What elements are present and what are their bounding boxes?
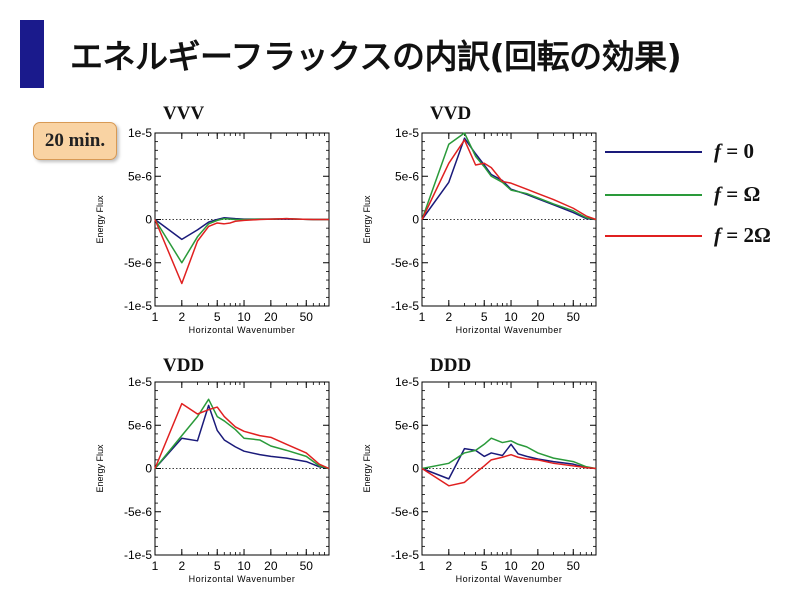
x-tick-label: 10	[504, 310, 518, 324]
panel-title-ddd: DDD	[430, 355, 472, 376]
x-tick-label: 20	[531, 310, 545, 324]
series-line-2	[421, 139, 597, 221]
x-tick-label: 20	[264, 559, 278, 573]
y-tick-label: 1e-5	[395, 375, 419, 389]
series-line-1	[421, 437, 597, 470]
legend-label-f2: f = 2Ω	[714, 223, 771, 247]
legend-item-f0: f = 0	[600, 138, 780, 168]
x-tick-label: 20	[531, 559, 545, 573]
x-tick-label: 2	[178, 559, 185, 573]
series-line-2	[421, 453, 597, 487]
x-tick-label: 5	[481, 559, 488, 573]
panel-title-vdd: VDD	[163, 355, 205, 376]
series-line-2	[154, 217, 329, 285]
panel-title-vvd: VVD	[430, 103, 472, 124]
series-line-1	[154, 217, 329, 264]
x-tick-label: 10	[504, 559, 518, 573]
panel-title-vvv: VVV	[163, 103, 205, 124]
series-line-0	[154, 404, 330, 470]
y-tick-label: -5e-6	[124, 256, 152, 270]
y-tick-label: 1e-5	[395, 126, 419, 140]
y-tick-label: 5e-6	[395, 418, 419, 432]
y-tick-label: 0	[145, 462, 152, 476]
x-tick-label: 5	[481, 310, 488, 324]
x-tick-label: 5	[214, 310, 221, 324]
x-tick-label: 10	[237, 310, 251, 324]
legend-label-f1: f = Ω	[714, 182, 761, 206]
x-tick-label: 10	[237, 559, 251, 573]
series-line-1	[154, 398, 330, 470]
y-tick-label: -1e-5	[391, 548, 419, 562]
x-tick-label: 1	[419, 310, 426, 324]
x-tick-label: 2	[445, 559, 452, 573]
y-tick-label: 5e-6	[128, 418, 152, 432]
x-tick-label: 1	[152, 559, 159, 573]
y-axis-label: Energy Flux	[95, 444, 105, 493]
x-axis-label: Horizontal Wavenumber	[456, 574, 563, 584]
legend-swatch-f2	[605, 235, 702, 237]
y-tick-label: 0	[412, 462, 419, 476]
x-tick-label: 50	[300, 310, 314, 324]
y-tick-label: 0	[145, 213, 152, 227]
y-axis-label: Energy Flux	[362, 195, 372, 244]
y-axis-label: Energy Flux	[95, 195, 105, 244]
x-tick-label: 50	[567, 559, 581, 573]
y-tick-label: -1e-5	[124, 299, 152, 313]
y-tick-label: -5e-6	[391, 505, 419, 519]
legend-label-f0: f = 0	[714, 139, 754, 163]
legend-swatch-f1	[605, 194, 702, 196]
slide-title: エネルギーフラックスの内訳(回転の効果)	[70, 37, 682, 76]
time-badge: 20 min.	[33, 122, 117, 160]
y-tick-label: 5e-6	[128, 169, 152, 183]
x-tick-label: 20	[264, 310, 278, 324]
y-tick-label: -5e-6	[391, 256, 419, 270]
y-tick-label: -5e-6	[124, 505, 152, 519]
x-tick-label: 50	[567, 310, 581, 324]
y-tick-label: 0	[412, 213, 419, 227]
x-axis-label: Horizontal Wavenumber	[189, 574, 296, 584]
y-tick-label: 1e-5	[128, 126, 152, 140]
x-axis-label: Horizontal Wavenumber	[456, 325, 563, 335]
x-tick-label: 50	[300, 559, 314, 573]
y-tick-label: 5e-6	[395, 169, 419, 183]
x-tick-label: 1	[419, 559, 426, 573]
legend-swatch-f0	[605, 151, 702, 153]
y-tick-label: 1e-5	[128, 375, 152, 389]
series-line-0	[421, 443, 597, 480]
series-line-0	[421, 137, 597, 221]
x-tick-label: 2	[445, 310, 452, 324]
legend-item-f1: f = Ω	[600, 181, 780, 211]
y-axis-label: Energy Flux	[362, 444, 372, 493]
x-axis-label: Horizontal Wavenumber	[189, 325, 296, 335]
series-line-1	[421, 132, 597, 221]
x-tick-label: 5	[214, 559, 221, 573]
legend-item-f2: f = 2Ω	[600, 222, 780, 252]
series-line-2	[154, 402, 330, 470]
x-tick-label: 1	[152, 310, 159, 324]
x-tick-label: 2	[178, 310, 185, 324]
title-accent-bar	[20, 20, 44, 88]
y-tick-label: -1e-5	[391, 299, 419, 313]
y-tick-label: -1e-5	[124, 548, 152, 562]
